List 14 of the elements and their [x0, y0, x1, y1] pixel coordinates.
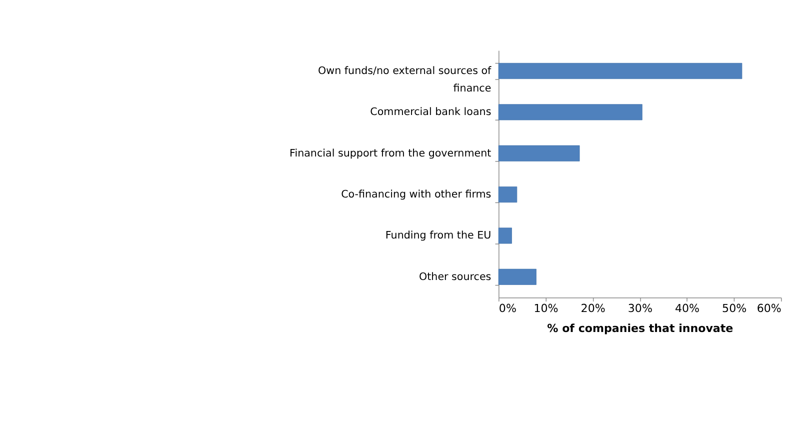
- y-tick-label: Co-financing with other firms: [341, 188, 492, 200]
- x-tick-label: 50%: [722, 302, 747, 315]
- x-tick-label: 20%: [580, 302, 606, 315]
- x-tick-label: 30%: [628, 302, 652, 315]
- y-tick-label: Financial support from the government: [290, 147, 492, 160]
- x-axis-title: % of companies that innovate: [547, 322, 734, 335]
- x-tick-label: 10%: [534, 302, 558, 315]
- x-tick-label: 40%: [674, 302, 700, 315]
- x-tick-label: 0%: [498, 302, 516, 315]
- x-tick-label: 60%: [756, 302, 782, 315]
- y-tick-label: Own funds/no external sources of finance: [318, 64, 492, 95]
- y-tick-label: Commercial bank loans: [370, 106, 492, 118]
- y-tick-label: Funding from the EU: [385, 230, 492, 242]
- y-tick-label: Other sources: [419, 270, 492, 283]
